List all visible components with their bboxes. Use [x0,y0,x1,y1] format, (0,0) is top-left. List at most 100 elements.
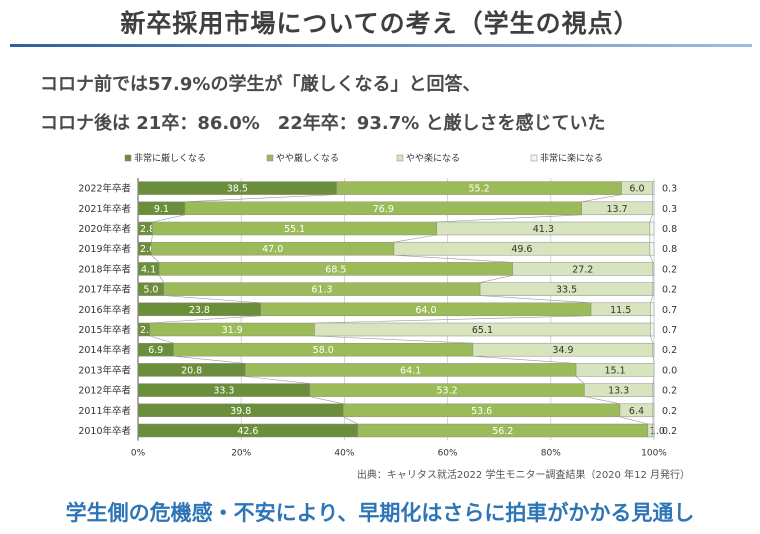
data-label: 2.3 [140,325,155,336]
data-label: 13.7 [607,204,628,215]
series-connector [152,214,186,223]
data-label: 39.8 [230,406,251,417]
page-title: 新卒採用市場についての考え（学生の視点） [120,9,640,38]
series-connector [149,335,174,344]
category-label: 2013年卒者 [78,364,131,376]
series-connector [649,214,653,223]
data-label: 0.0 [662,365,677,376]
series-connector [480,275,513,283]
data-label: 5.0 [143,285,158,296]
series-connector [650,335,654,344]
series-connector [314,315,592,324]
series-connector [393,234,437,243]
x-tick-label: 20% [231,449,251,459]
legend-swatch [124,154,132,162]
data-label: 34.9 [552,345,573,356]
bar-segment [650,322,655,337]
data-label: 0.7 [662,325,677,336]
data-label: 0.2 [662,264,677,275]
legend-swatch [266,154,274,162]
data-label: 6.4 [629,406,644,417]
data-label: 38.5 [227,184,248,195]
series-connector [619,416,648,425]
data-label: 49.6 [511,244,532,255]
series-connector [581,194,622,203]
bar-segment [652,383,655,397]
data-label: 31.9 [222,325,243,336]
data-label: 20.8 [181,365,202,376]
data-label: 0.2 [662,386,677,397]
data-label: 0.8 [662,244,677,255]
data-label: 15.1 [604,365,625,376]
x-tick-label: 100% [641,449,667,459]
series-connector [173,355,246,364]
series-connector [151,234,153,243]
category-label: 2015年卒者 [78,324,131,336]
category-label: 2019年卒者 [78,243,131,255]
legend-label: やや楽になる [406,152,460,164]
data-label: 56.2 [492,426,513,437]
series-connector [652,356,655,364]
data-label: 76.9 [373,204,394,215]
bar-segment [652,403,655,418]
bar-segment [652,282,655,296]
series-connector [314,335,473,344]
source-note: 出典：キャリタス就活2022 学生モニター調査結果（2020 年12 月発行） [356,470,690,481]
x-tick-label: 60% [438,449,458,459]
summary-line-2: コロナ後は 21卒：86.0% 22年卒：93.7% と厳しさを感じていた [40,113,606,134]
bar-segment [652,201,655,216]
data-label: 13.3 [608,386,629,397]
series-connector [650,295,654,303]
x-tick-label: 80% [541,449,561,459]
data-label: 58.0 [313,345,334,356]
data-label: 33.3 [213,386,234,397]
category-label: 2010年卒者 [78,425,131,437]
series-connector [393,254,513,263]
category-label: 2012年卒者 [78,385,131,397]
data-label: 41.3 [533,224,554,235]
series-connector [343,416,358,425]
series-connector [480,295,592,304]
series-connector [184,194,337,203]
data-label: 23.8 [189,305,210,316]
series-connector [163,295,261,304]
data-label: 0.8 [662,224,677,235]
data-label: 6.0 [629,184,644,195]
category-label: 2016年卒者 [78,304,131,316]
data-label: 6.9 [148,345,163,356]
data-label: 53.2 [437,386,458,397]
data-label: 11.5 [610,305,631,316]
data-label: 9.1 [154,204,169,215]
data-label: 1.0 [650,426,665,437]
bar-segment [652,423,655,438]
category-label: 2014年卒者 [78,344,131,356]
series-connector [309,396,344,405]
data-label: 55.1 [284,224,305,235]
category-label: 2017年卒者 [78,284,131,296]
series-connector [472,355,577,364]
bar-segment [649,241,655,256]
category-label: 2020年卒者 [78,223,131,235]
data-label: 27.2 [572,264,593,275]
legend-swatch [530,154,538,162]
legend-swatch [396,154,404,162]
title-underline [10,44,752,47]
series-connector [151,254,160,263]
category-label: 2018年卒者 [78,263,131,275]
conclusion-text: 学生側の危機感・不安により、早期化はさらに拍車がかかる見通し [65,501,695,525]
series-connector [149,315,261,324]
series-connector [245,376,310,384]
data-label: 68.5 [325,264,346,275]
legend-label: やや厳しくなる [276,152,339,164]
data-label: 42.6 [237,426,258,437]
category-label: 2021年卒者 [78,203,131,215]
bar-segment [575,363,655,377]
x-tick-label: 40% [334,449,354,459]
summary-line-1: コロナ前では57.9%の学生が「厳しくなる」と回答、 [40,74,481,95]
data-label: 2.6 [140,244,155,255]
legend-label: 非常に厳しくなる [134,152,206,164]
data-label: 0.7 [662,305,677,316]
data-label: 0.2 [662,285,677,296]
series-connector [649,255,654,263]
category-label: 2022年卒者 [78,183,131,195]
